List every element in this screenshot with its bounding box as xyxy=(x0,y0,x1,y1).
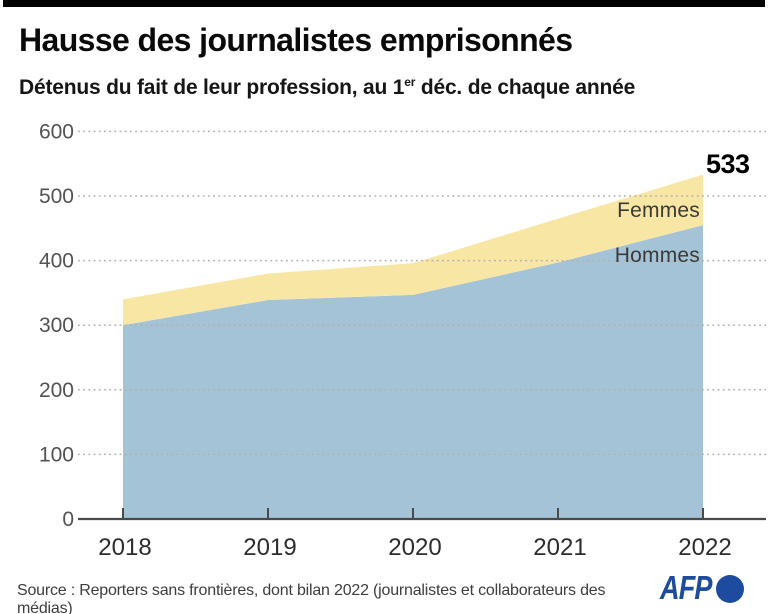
y-axis-label: 400 xyxy=(39,250,74,273)
y-axis-label: 0 xyxy=(62,508,74,531)
y-axis-label: 200 xyxy=(39,379,74,402)
chart-subtitle: Détenus du fait de leur profession, au 1… xyxy=(19,69,749,101)
afp-logo-circle xyxy=(716,575,744,603)
subtitle-text: Détenus du fait de leur profession, au 1 xyxy=(19,76,405,99)
series-label-hommes: Hommes xyxy=(614,244,700,267)
afp-logo: AFP xyxy=(660,569,755,606)
chart-title: Hausse des journalistes emprisonnés xyxy=(19,22,573,58)
x-axis-label: 2020 xyxy=(388,534,441,561)
y-axis-label: 100 xyxy=(39,443,74,466)
top-rule xyxy=(3,0,765,7)
subtitle-text-suffix: déc. de chaque année xyxy=(415,76,636,99)
stacked-area-chart: 0 100 200 300 400 500 600 2018 2019 2020 2021 2022 xyxy=(39,120,766,561)
x-axis-label: 2022 xyxy=(678,534,731,561)
afp-logo-text: AFP xyxy=(660,569,712,606)
area-femmes xyxy=(123,174,703,326)
y-axis-label: 500 xyxy=(39,185,74,208)
x-axis-label: 2021 xyxy=(533,534,586,561)
y-axis-label: 300 xyxy=(39,314,74,337)
x-axis-label: 2018 xyxy=(98,534,151,561)
area-hommes xyxy=(123,225,703,519)
subtitle-superscript: er xyxy=(404,75,416,89)
y-axis-label: 600 xyxy=(39,120,74,143)
series-label-femmes: Femmes xyxy=(617,199,700,222)
source-note: Source : Reporters sans frontières, dont… xyxy=(17,582,606,614)
x-axis-label: 2019 xyxy=(243,534,296,561)
value-label-2022: 533 xyxy=(706,149,750,179)
